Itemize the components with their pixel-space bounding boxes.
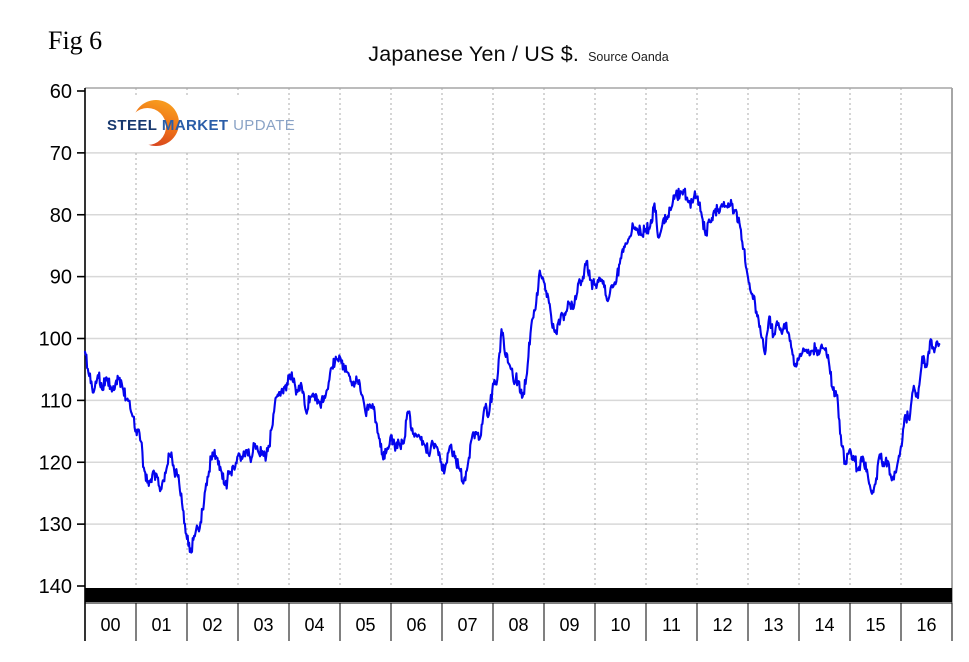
x-year-label: 04	[304, 615, 324, 635]
steel-market-update-logo: STEEL MARKET UPDATE	[101, 95, 295, 151]
logo-wordmark: STEEL MARKET UPDATE	[107, 117, 295, 134]
chart-title: Japanese Yen / US $.	[368, 42, 580, 66]
logo-word-market: MARKET	[161, 117, 229, 134]
y-tick-label: 60	[50, 81, 72, 103]
y-tick-label: 120	[39, 452, 72, 474]
x-year-label: 09	[559, 615, 579, 635]
crescent-icon	[130, 100, 179, 146]
x-year-label: 13	[763, 615, 783, 635]
y-tick-label: 110	[40, 390, 72, 412]
x-year-label: 02	[202, 615, 222, 635]
figure-label: Fig 6	[48, 26, 103, 55]
x-year-label: 12	[712, 615, 732, 635]
x-year-label: 05	[355, 615, 375, 635]
x-year-label: 15	[865, 615, 885, 635]
y-tick-label: 140	[39, 576, 72, 598]
logo-word-update: UPDATE	[233, 117, 296, 134]
y-tick-label: 130	[39, 514, 72, 536]
chart-source-label: Source Oanda	[588, 50, 669, 64]
bottom-black-band	[85, 588, 952, 602]
x-year-label: 16	[916, 615, 936, 635]
x-year-label: 10	[610, 615, 630, 635]
x-year-label: 08	[508, 615, 528, 635]
x-year-label: 07	[457, 615, 477, 635]
logo-word-steel: STEEL	[107, 117, 158, 134]
x-year-label: 14	[814, 615, 834, 635]
y-tick-label: 100	[39, 329, 72, 351]
x-year-label: 03	[253, 615, 273, 635]
x-year-label: 11	[662, 615, 681, 635]
y-tick-label: 80	[50, 205, 72, 227]
x-year-label: 01	[151, 615, 171, 635]
price-line	[83, 187, 941, 554]
y-tick-label: 90	[50, 267, 72, 289]
y-tick-label: 70	[50, 143, 72, 165]
x-year-label: 06	[406, 615, 426, 635]
x-year-label: 00	[100, 615, 120, 635]
chart-title-row: Japanese Yen / US $. Source Oanda	[85, 42, 952, 67]
